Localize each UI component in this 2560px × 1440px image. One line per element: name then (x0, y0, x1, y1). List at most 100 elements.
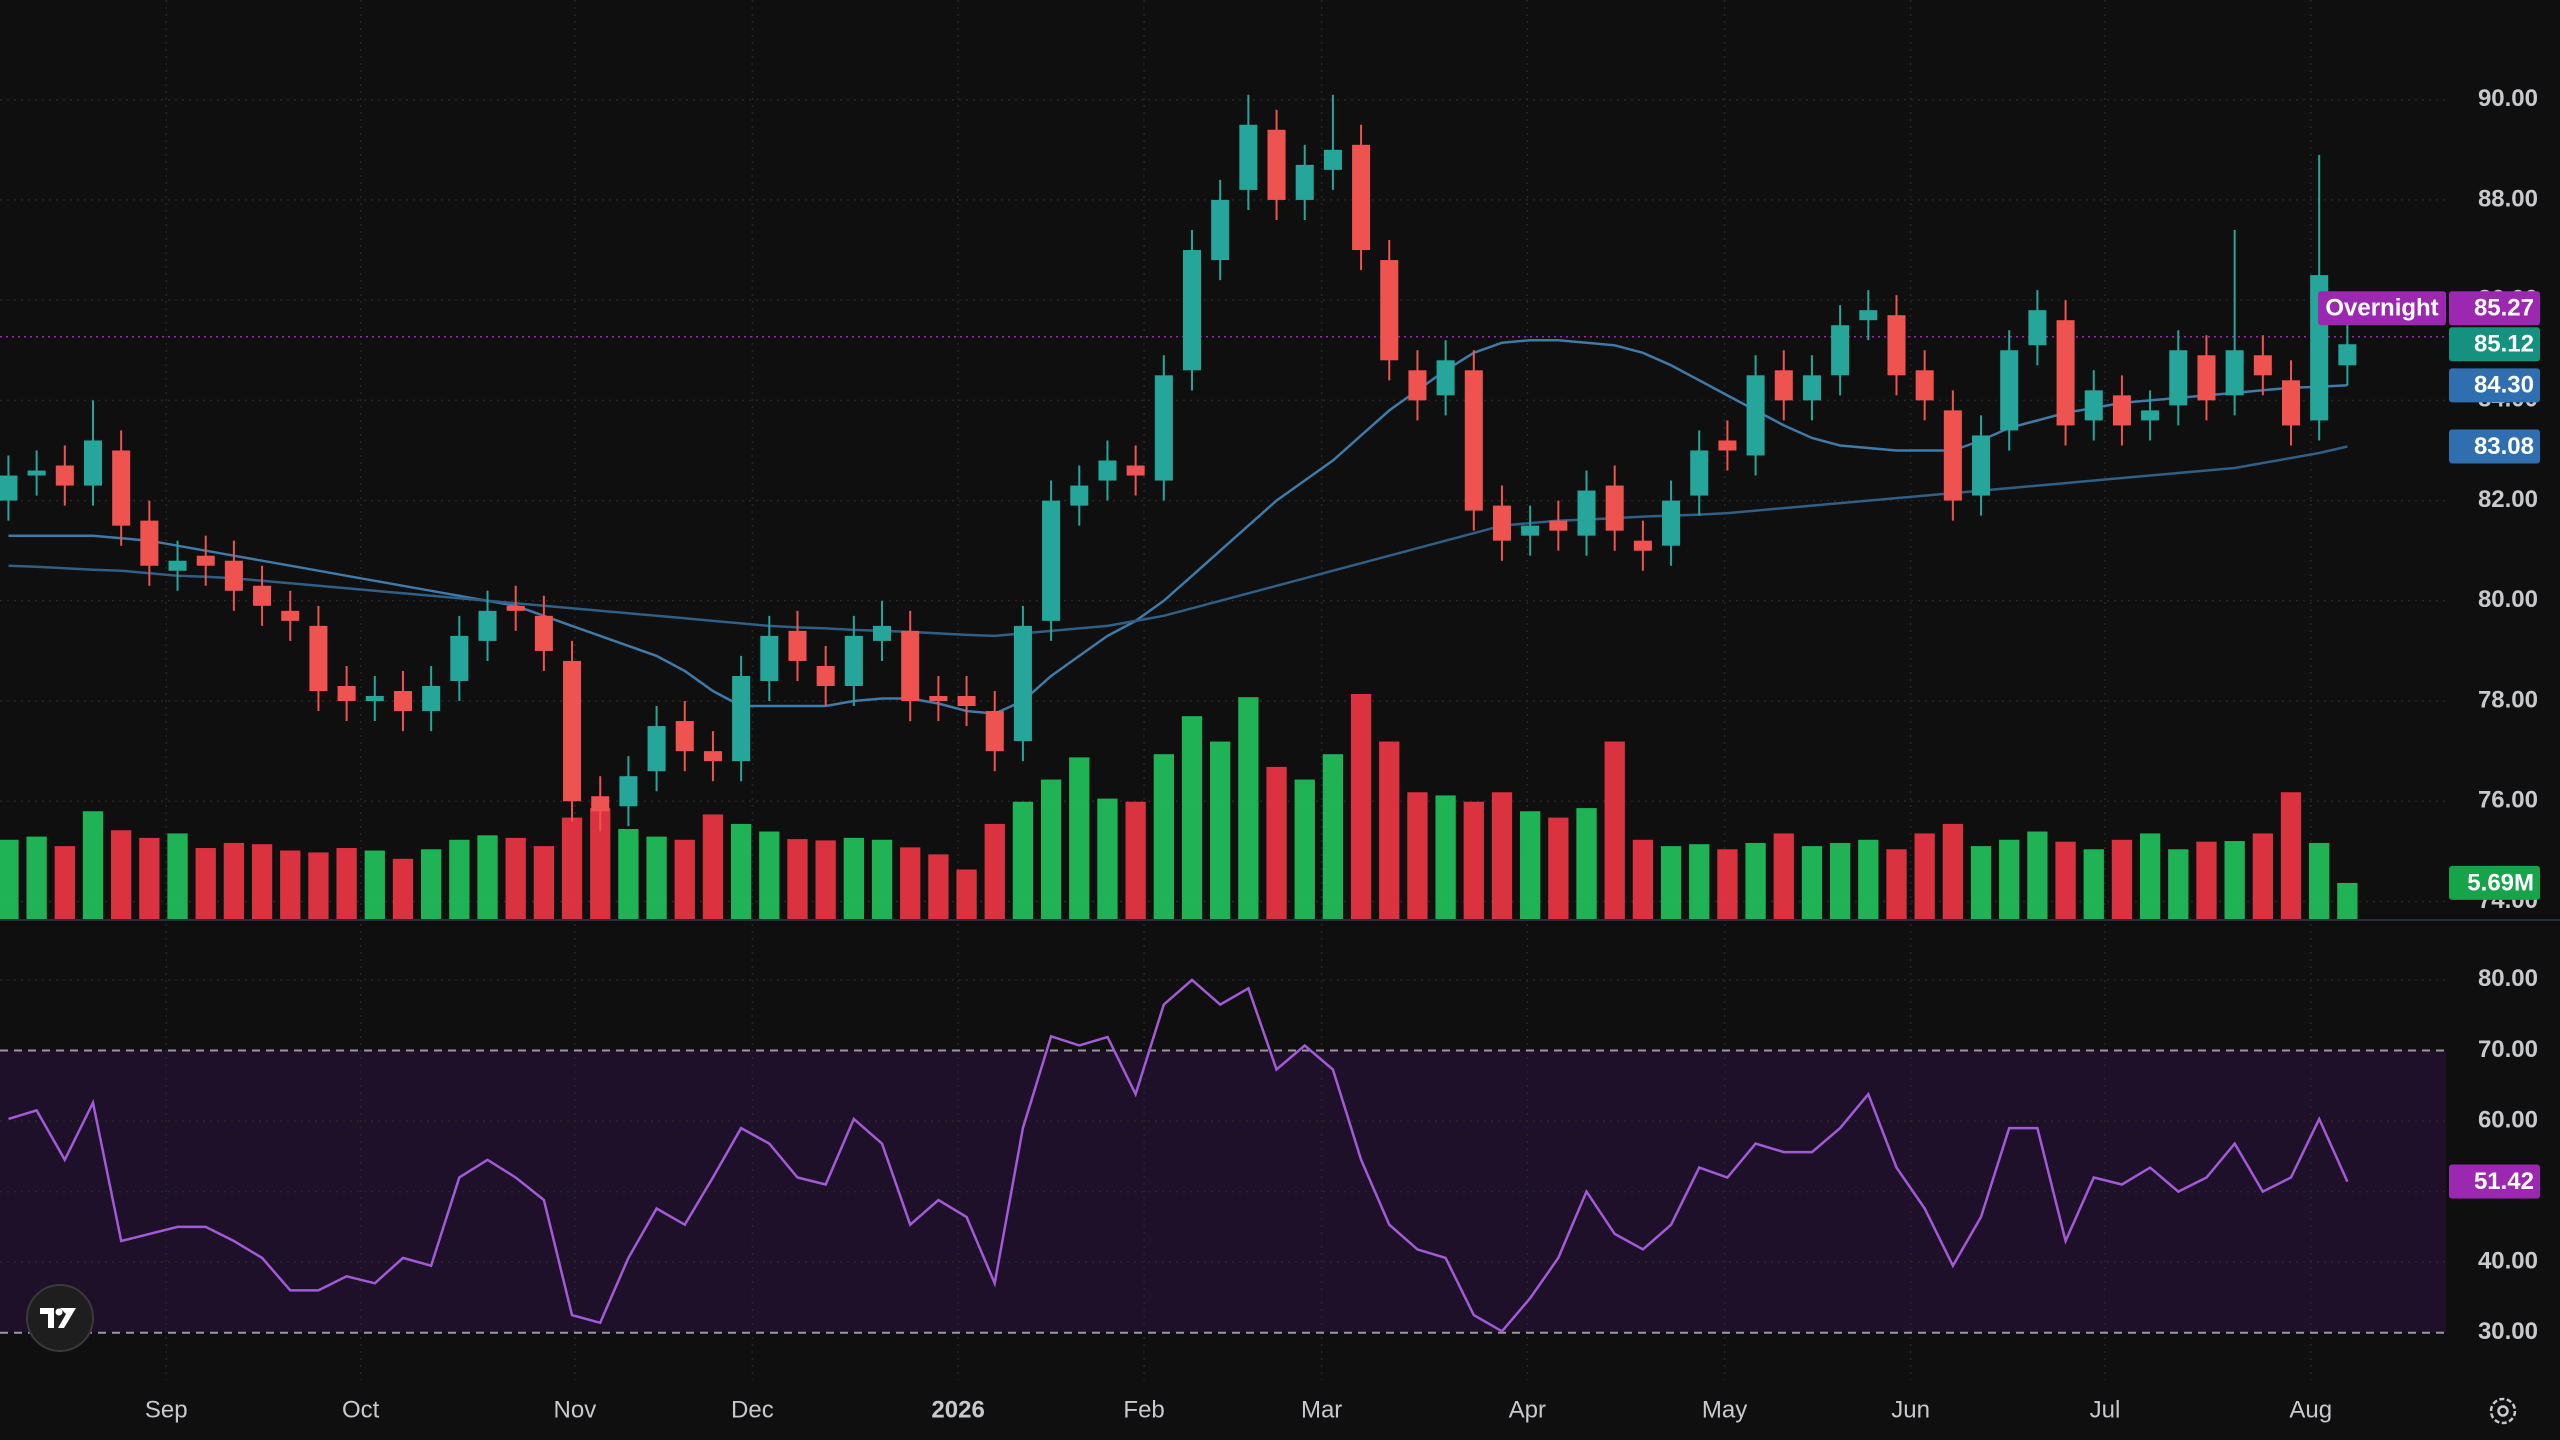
volume-bar (928, 854, 949, 919)
volume-bar (1548, 817, 1569, 919)
volume-bar (139, 837, 160, 919)
candle-body (732, 675, 751, 762)
rsi-value: 51.42 (2474, 1168, 2534, 1195)
volume-bar (1125, 801, 1146, 919)
volume-bar (1829, 842, 1851, 919)
moving-average-value: 83.08 (2474, 433, 2534, 460)
rsi-line (8, 978, 2349, 1333)
candle-body (2056, 320, 2075, 426)
settings-button[interactable] (2489, 1397, 2517, 1425)
candle-body (619, 776, 638, 807)
volume-bar (787, 839, 808, 919)
volume-bar (2337, 882, 2358, 919)
candle-body (1690, 450, 1709, 496)
last-price-box (2449, 327, 2540, 362)
candle-body (1887, 315, 1906, 376)
volume-bar (1801, 846, 1823, 919)
x-tick-label: Sep (145, 1396, 188, 1423)
volume-bar (2139, 833, 2161, 919)
candle-body (168, 560, 187, 571)
volume-value-box (2449, 865, 2540, 900)
volume-bar (477, 835, 498, 919)
candle-body (393, 691, 412, 712)
volume-bar (308, 852, 329, 919)
candle-body (1295, 164, 1314, 200)
volume-bar (674, 839, 695, 919)
candle-body (1380, 260, 1399, 361)
volume-bar (1745, 842, 1766, 919)
candle-body (2169, 350, 2188, 406)
volume-bar (167, 833, 188, 919)
y-tick-label: 88.00 (2478, 185, 2538, 212)
volume-bar (1210, 741, 1231, 919)
candle-body (1802, 375, 1821, 401)
x-tick-label: Oct (342, 1396, 380, 1423)
volume-bar (1322, 754, 1344, 919)
volume-bar (1350, 694, 1372, 919)
volume-bar (590, 808, 611, 919)
candle-body (83, 440, 103, 486)
candle-body (1915, 370, 1934, 401)
x-tick-label: Mar (1301, 1396, 1342, 1423)
volume-bar (1660, 846, 1682, 919)
candle-body (2197, 355, 2216, 401)
candle-body (27, 470, 46, 476)
rsi-tick-label: 30.00 (2478, 1318, 2538, 1345)
volume-bar (900, 847, 921, 919)
candle-body (1972, 435, 1991, 496)
candle-body (2028, 310, 2047, 346)
candle-body (675, 721, 694, 752)
candle-body (1042, 500, 1061, 621)
volume-bar (730, 823, 752, 919)
volume-bar (1181, 716, 1203, 919)
candle-body (2338, 344, 2357, 366)
candle-body (647, 726, 666, 772)
volume-bar (2252, 833, 2273, 919)
candle-body (2225, 350, 2244, 396)
volume-bar (280, 850, 301, 919)
candle-body (1633, 540, 1652, 551)
candle-body (844, 635, 863, 686)
volume-bar (2083, 849, 2104, 919)
candle-body (253, 585, 272, 606)
candle-body (1013, 625, 1032, 742)
candle-body (281, 610, 300, 621)
candle-body (1746, 375, 1765, 456)
volume-bar (561, 817, 583, 919)
candle-body (1070, 485, 1089, 506)
candle-body (929, 696, 948, 702)
volume-bar (1266, 766, 1287, 919)
y-tick-label: 78.00 (2478, 686, 2538, 713)
candle-body (1774, 370, 1793, 401)
candle-body (788, 630, 807, 661)
overnight-name: Overnight (2325, 295, 2438, 322)
logo-dot (55, 1308, 63, 1316)
candle-body (534, 615, 553, 651)
candle-body (1239, 124, 1258, 190)
rsi-tick-label: 80.00 (2478, 965, 2538, 992)
candle-body (591, 796, 610, 812)
y-tick-label: 90.00 (2478, 85, 2538, 112)
volume-bar (392, 858, 414, 919)
candle-body (2141, 410, 2160, 421)
volume-bar (1914, 833, 1935, 919)
volume-bar (1463, 801, 1484, 919)
volume-bar (2168, 849, 2189, 919)
volume-bar (1886, 849, 1907, 919)
candle-body (1436, 360, 1455, 396)
volume-bar (1604, 741, 1625, 919)
candle-body (112, 450, 131, 526)
candle-body (873, 625, 892, 641)
volume-bar (421, 849, 442, 919)
moving-average-value-box (2449, 429, 2540, 464)
candle-body (1098, 460, 1117, 481)
volume-bar (0, 839, 19, 919)
gear-inner (2497, 1405, 2509, 1417)
x-tick-label: Aug (2289, 1396, 2332, 1423)
candle-body (901, 630, 920, 702)
volume-bar (646, 836, 667, 919)
volume-bar (195, 848, 216, 919)
candle-body (1464, 370, 1483, 511)
candle-body (224, 560, 243, 591)
volume-bar (2309, 842, 2330, 919)
